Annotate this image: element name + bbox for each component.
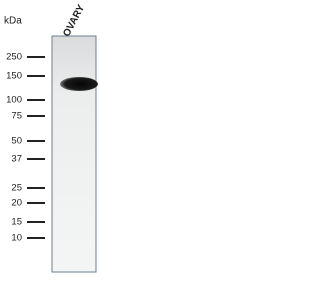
lane-label: OVARY [61,3,87,39]
protein-band [60,77,98,91]
marker-label: 37 [11,154,22,165]
marker-label: 50 [11,136,22,147]
marker-label: 75 [11,111,22,122]
unit-label: kDa [4,16,22,27]
western-blot: kDa OVARY 250 150 100 75 50 37 25 20 15 10 [4,3,98,273]
marker-label: 100 [6,95,22,106]
marker-label: 15 [11,217,22,228]
marker-label: 250 [6,52,22,63]
marker-ladder: 250 150 100 75 50 37 25 20 15 10 [6,52,45,244]
marker-label: 150 [6,71,22,82]
marker-label: 25 [11,183,22,194]
marker-label: 10 [11,233,22,244]
lane [51,35,97,273]
marker-label: 20 [11,198,22,209]
